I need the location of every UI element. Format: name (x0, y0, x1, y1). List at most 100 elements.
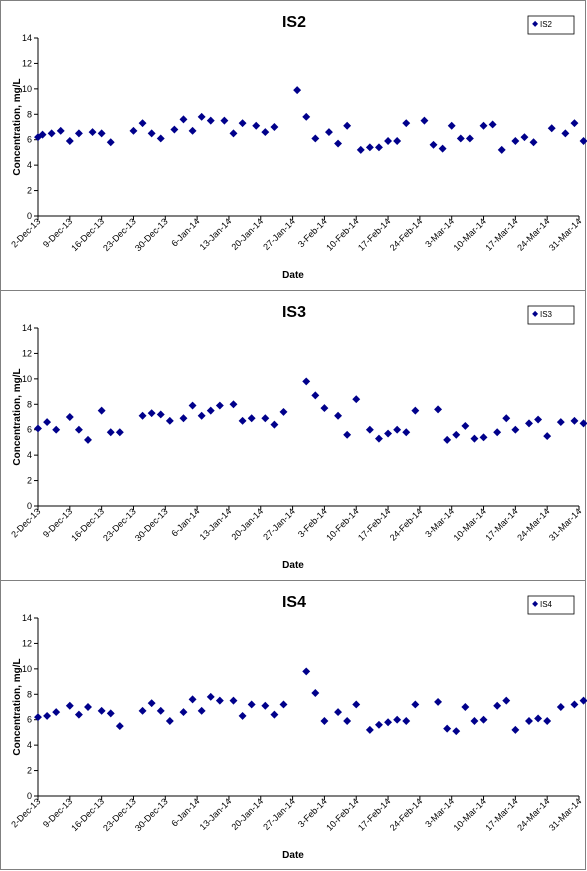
data-point (270, 123, 279, 131)
data-point (156, 410, 165, 419)
x-tick-label: 17-Feb-14 (356, 796, 392, 832)
data-point (479, 715, 488, 724)
data-point (465, 134, 474, 143)
x-tick-label: 3-Mar-14 (423, 796, 456, 829)
data-point (238, 711, 247, 720)
x-tick-label: 31-Mar-14 (547, 796, 583, 832)
y-tick-label: 10 (22, 664, 32, 674)
data-point (497, 145, 506, 154)
data-point (570, 119, 579, 128)
data-point (84, 435, 92, 444)
x-tick-label: 24-Feb-14 (388, 506, 424, 542)
data-point (556, 418, 565, 427)
data-point (311, 689, 320, 697)
data-point (543, 432, 552, 441)
data-point (570, 416, 579, 425)
chart-panel-is4: IS4 IS4 0 2 4 6 8 10 12 14 2-Dec-13 9-Dec-13 16-Dec-… (0, 580, 587, 870)
data-point (97, 706, 106, 715)
data-point (302, 667, 311, 676)
y-tick-label: 0 (27, 501, 32, 511)
data-point (479, 121, 488, 130)
data-point (270, 420, 279, 429)
data-point (324, 128, 333, 137)
data-point (215, 401, 224, 410)
x-tick-label: 3-Feb-14 (296, 796, 329, 829)
data-point (206, 692, 215, 701)
data-point (320, 404, 329, 413)
data-point (479, 433, 488, 442)
data-point (302, 377, 311, 386)
x-tick-label: 16-Dec-13 (69, 216, 106, 253)
data-point (420, 116, 429, 125)
chart-panel-is2: IS2 IS2 0 2 4 6 8 10 12 14 2-Dec-13 9-Dec-13 16-Dec-… (0, 0, 587, 291)
data-point (65, 137, 74, 145)
y-axis-label: Concentration, mg/L (12, 78, 23, 175)
data-point (438, 144, 447, 153)
data-point (43, 711, 52, 720)
data-point (97, 406, 106, 415)
x-tick-label: 9-Dec-13 (41, 506, 74, 539)
x-tick-label: 24-Mar-14 (515, 506, 551, 542)
chart-title: IS3 (282, 304, 306, 321)
x-tick-label: 6-Jan-14 (169, 796, 201, 828)
data-point (547, 124, 556, 133)
data-point (365, 143, 374, 152)
data-point (375, 143, 383, 152)
y-tick-label: 2 (27, 186, 32, 196)
data-point (579, 696, 587, 705)
x-tick-label: 10-Mar-14 (452, 506, 488, 542)
data-point (197, 112, 206, 121)
y-tick-label: 4 (27, 740, 32, 750)
data-point (561, 129, 570, 138)
x-tick-label: 30-Dec-13 (133, 506, 170, 543)
data-point (65, 413, 74, 421)
data-point (443, 724, 452, 733)
x-tick-label: 24-Mar-14 (515, 796, 551, 832)
y-tick-label: 2 (27, 476, 32, 486)
data-point (188, 695, 197, 704)
data-point (43, 418, 52, 427)
y-tick-label: 8 (27, 689, 32, 699)
data-point (579, 419, 587, 428)
legend-label: IS3 (540, 310, 553, 319)
data-point (556, 703, 565, 711)
data-point (570, 700, 579, 709)
x-tick-label: 31-Mar-14 (547, 506, 583, 542)
data-point (52, 425, 61, 434)
x-tick-label: 2-Dec-13 (9, 796, 42, 829)
x-tick-label: 10-Mar-14 (452, 216, 488, 252)
y-tick-label: 2 (27, 766, 32, 776)
data-point (179, 414, 188, 423)
legend-label: IS4 (540, 600, 553, 609)
series-points (34, 667, 587, 736)
x-tick-label: 27-Jan-14 (261, 216, 297, 252)
data-point (293, 86, 302, 95)
data-point (165, 717, 174, 725)
data-point (247, 700, 256, 709)
x-tick-label: 3-Mar-14 (423, 506, 456, 539)
data-point (220, 116, 229, 125)
x-tick-label: 17-Mar-14 (483, 796, 519, 832)
data-point (56, 126, 65, 135)
data-point (534, 714, 543, 723)
data-point (434, 697, 443, 706)
data-point (402, 717, 411, 725)
data-point (106, 138, 115, 147)
legend: IS3 (527, 305, 575, 325)
chart-title: IS2 (282, 14, 306, 31)
data-point (179, 708, 188, 717)
x-tick-label: 23-Dec-13 (101, 796, 138, 833)
data-point (88, 128, 97, 137)
chart-svg: IS3 IS3 0 2 4 6 8 10 12 14 2-Dec-139-Dec-1316-Dec-… (9, 304, 587, 571)
data-point (334, 139, 343, 148)
data-point (384, 137, 393, 145)
data-point (461, 703, 470, 711)
data-point (215, 696, 224, 705)
y-axis-label: Concentration, mg/L (12, 658, 23, 755)
legend-box (527, 305, 575, 325)
data-point (402, 119, 411, 128)
data-point (238, 416, 247, 425)
data-point (138, 706, 147, 715)
data-point (47, 129, 56, 138)
x-tick-label: 17-Feb-14 (356, 216, 392, 252)
